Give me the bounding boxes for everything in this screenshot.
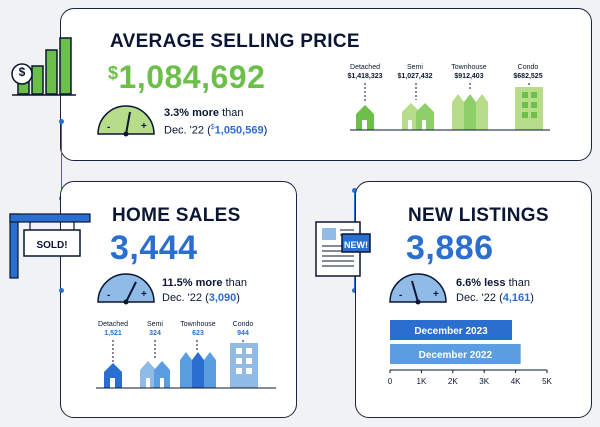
- bar-chart-dollar-icon: [11, 37, 76, 96]
- x-tick-label: 0: [388, 377, 393, 386]
- gauge-icon: [97, 273, 155, 305]
- type-value: 324: [149, 330, 161, 337]
- type-value: $682,525: [513, 73, 543, 80]
- avg-price-value: $1,084,692: [108, 60, 265, 94]
- sales-compare-line2: Dec. '22 (3,090): [162, 291, 240, 305]
- avg-prev-sup: $: [210, 124, 215, 131]
- x-tick-label: 2K: [448, 377, 458, 386]
- bar-label: December 2022: [419, 350, 493, 361]
- type-name: Semi: [147, 321, 163, 328]
- sales-compare-line1: 11.5% more than: [162, 276, 247, 290]
- townhouse-icon: [180, 352, 216, 388]
- type-name: Condo: [232, 321, 254, 328]
- gauge-plus: +: [141, 121, 147, 132]
- sales-type-condo: Condo 944: [220, 320, 266, 338]
- green-house-icons: [350, 83, 550, 131]
- gauge-plus: +: [141, 289, 147, 300]
- semi-house-icon: [402, 103, 434, 130]
- x-tick-label: 4K: [511, 377, 521, 386]
- avg-compare-line2: Dec. '22 ($1,050,569): [164, 121, 267, 138]
- avg-type-detached: Detached $1,418,323: [342, 63, 388, 81]
- home-sales-value: 3,444: [110, 229, 198, 267]
- listings-prev-close: ): [530, 292, 534, 304]
- listings-compare-line1: 6.6% less than: [456, 276, 530, 290]
- connector-line: [61, 121, 62, 197]
- bar-label: December 2023: [414, 326, 488, 337]
- avg-prev-value: 1,050,569: [214, 124, 264, 137]
- gauge-minus: -: [107, 290, 111, 301]
- avg-type-condo: Condo $682,525: [505, 63, 551, 81]
- townhouse-icon: [452, 94, 488, 130]
- blue-house-icons: [96, 340, 276, 389]
- avg-pct: 3.3% more: [164, 107, 220, 119]
- dollar-glyph: $: [18, 65, 26, 79]
- avg-than: than: [219, 107, 244, 119]
- sales-prev-close: ): [236, 292, 240, 304]
- avg-prev-label: Dec. '22 (: [164, 124, 211, 137]
- connector-dot: [352, 188, 357, 193]
- sales-type-semi: Semi 324: [132, 320, 178, 338]
- type-value: 623: [192, 330, 204, 337]
- connector-dot: [59, 288, 64, 293]
- listings-bar-chart: December 2023 December 2022 0 1K 2K 3K 4K 5K: [388, 320, 553, 386]
- type-name: Condo: [517, 64, 539, 71]
- listings-pct: 6.6% less: [456, 277, 506, 289]
- listings-prev-value: 4,161: [502, 292, 531, 304]
- sales-than: than: [222, 277, 248, 289]
- connector-dot: [352, 288, 357, 293]
- detached-house-icon: [356, 105, 374, 130]
- x-tick-label: 5K: [542, 377, 552, 386]
- new-listings-value: 3,886: [406, 229, 494, 267]
- avg-price-number: 1,084,692: [118, 59, 266, 95]
- sold-sign-text: SOLD!: [36, 240, 68, 251]
- listings-compare-line2: Dec. '22 (4,161): [456, 291, 534, 305]
- avg-price-card: [60, 8, 592, 161]
- type-value: 944: [237, 330, 249, 337]
- type-name: Townhouse: [451, 64, 487, 71]
- avg-compare-line1: 3.3% more than: [164, 106, 244, 120]
- listings-prev-label: Dec. '22 (: [456, 292, 503, 304]
- home-sales-title: HOME SALES: [112, 205, 241, 226]
- sales-pct: 11.5% more: [162, 277, 223, 289]
- new-badge-text: NEW!: [344, 240, 368, 250]
- avg-prev-close: ): [263, 124, 268, 137]
- type-name: Semi: [407, 64, 423, 71]
- type-name: Townhouse: [180, 321, 216, 328]
- type-name: Detached: [98, 321, 128, 328]
- type-value: $1,027,432: [397, 73, 433, 80]
- sold-sign-icon: [9, 213, 91, 279]
- gauge-minus: -: [107, 122, 111, 133]
- type-name: Detached: [350, 64, 380, 71]
- new-listings-title: NEW LISTINGS: [408, 205, 549, 226]
- gauge-minus: -: [399, 290, 403, 301]
- x-tick-label: 1K: [417, 377, 427, 386]
- avg-type-townhouse: Townhouse $912,403: [446, 63, 492, 81]
- avg-type-semi: Semi $1,027,432: [392, 63, 438, 81]
- type-value: 1,521: [104, 330, 122, 337]
- type-value: $1,418,323: [347, 73, 383, 80]
- semi-house-icon: [140, 361, 170, 388]
- listings-than: than: [505, 277, 531, 289]
- sales-prev-label: Dec. '22 (: [162, 292, 209, 304]
- gauge-icon: [97, 105, 155, 137]
- gauge-icon: [389, 273, 447, 305]
- gauge-plus: +: [433, 289, 439, 300]
- connector-dot: [59, 119, 64, 124]
- condo-building-icon: [515, 87, 543, 130]
- sales-prev-value: 3,090: [208, 292, 237, 304]
- newspaper-icon: [315, 221, 371, 277]
- sales-type-townhouse: Townhouse 623: [175, 320, 221, 338]
- avg-price-dollar: $: [108, 63, 119, 83]
- bar: [390, 344, 521, 364]
- sales-type-detached: Detached 1,521: [90, 320, 136, 338]
- condo-building-icon: [230, 343, 258, 388]
- type-value: $912,403: [454, 73, 484, 80]
- avg-price-title: AVERAGE SELLING PRICE: [110, 31, 360, 52]
- x-tick-label: 3K: [479, 377, 489, 386]
- detached-house-icon: [104, 363, 122, 388]
- bar: [390, 320, 513, 340]
